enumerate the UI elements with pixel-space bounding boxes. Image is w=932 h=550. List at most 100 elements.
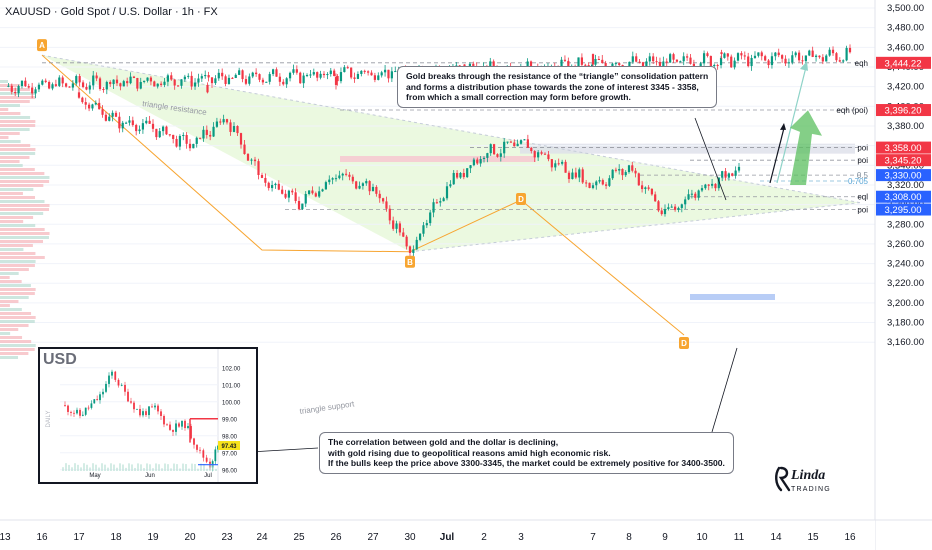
candle-body <box>234 74 237 78</box>
volume-bar <box>0 316 36 319</box>
price-label-tag: poi <box>857 156 868 165</box>
inset-y-tick: 98.00 <box>222 434 238 440</box>
candle-body <box>472 159 476 166</box>
candle-body <box>14 91 17 94</box>
candle-body <box>232 126 236 132</box>
candle-body <box>44 80 47 82</box>
candle-body <box>408 246 412 253</box>
volume-bar <box>0 112 21 115</box>
candle-body <box>168 134 171 136</box>
candle-body <box>195 137 198 144</box>
volume-bar <box>0 252 36 255</box>
volume-bar <box>0 116 31 119</box>
candle-body <box>160 83 163 85</box>
candle-body <box>380 72 383 76</box>
candle-body <box>814 55 818 57</box>
inset-volume-bar <box>95 464 97 471</box>
candle-body <box>808 50 811 56</box>
candle-body <box>360 70 363 74</box>
note-top-line-2: and forms a distribution phase towards t… <box>406 81 699 92</box>
volume-bar <box>0 80 8 83</box>
candle-body <box>554 163 557 168</box>
inset-candle-body <box>178 423 180 427</box>
inset-candle-body <box>187 426 189 429</box>
x-tick-label: 8 <box>626 532 632 543</box>
y-tick-label: 3,320.00 <box>887 180 924 191</box>
candle-body <box>429 212 432 224</box>
candle-body <box>675 59 679 62</box>
candle-body <box>231 77 234 79</box>
candle-body <box>503 141 506 154</box>
volume-bar <box>0 144 31 147</box>
y-tick-label: 3,460.00 <box>887 42 924 53</box>
candle-body <box>731 173 734 176</box>
candle-body <box>378 193 381 199</box>
candle-body <box>557 163 560 165</box>
inset-volume-bar <box>206 468 208 471</box>
volume-bar <box>0 136 9 139</box>
volume-bar <box>0 96 36 99</box>
triangle-resistance-line <box>41 54 861 204</box>
candle-body <box>156 83 159 87</box>
volume-bar <box>0 208 50 211</box>
volume-bar <box>0 120 36 123</box>
candle-body <box>402 232 405 237</box>
x-tick-label: 15 <box>807 532 819 543</box>
candle-body <box>37 84 41 90</box>
price-label-box <box>876 56 931 69</box>
candle-body <box>682 56 685 62</box>
volume-bar <box>0 292 35 295</box>
candle-body <box>519 140 523 144</box>
candle-body <box>581 169 584 183</box>
y-tick-label: 3,480.00 <box>887 23 924 34</box>
volume-bar <box>0 224 36 227</box>
inset-volume-bar <box>161 468 163 471</box>
candle-body <box>243 144 246 155</box>
inset-candle-body <box>130 401 132 403</box>
candle-body <box>246 154 250 161</box>
candle-body <box>225 119 229 123</box>
candle-body <box>720 52 723 55</box>
inset-volume-bar <box>179 468 181 471</box>
candle-body <box>598 180 601 182</box>
candle-body <box>496 154 499 157</box>
candle-body <box>338 175 341 179</box>
volume-bar <box>0 220 24 223</box>
candle-body <box>314 193 317 197</box>
candle-body <box>618 169 621 171</box>
candle-body <box>158 131 161 138</box>
inset-candle-body <box>169 424 171 430</box>
candle-body <box>348 174 351 177</box>
candle-body <box>135 125 138 132</box>
inset-volume-bar <box>98 467 100 471</box>
inset-volume-bar <box>137 463 139 471</box>
candle-body <box>258 74 261 80</box>
candle-body <box>51 84 54 89</box>
candle-body <box>71 83 74 88</box>
inset-x-tick: Jun <box>145 473 155 479</box>
candle-body <box>647 187 650 189</box>
volume-bar <box>0 240 44 243</box>
candle-body <box>307 190 311 194</box>
analysis-note-bottom: The correlation between gold and the dol… <box>319 432 734 474</box>
candle-body <box>750 57 753 67</box>
candle-body <box>188 143 192 149</box>
candle-body <box>7 85 10 87</box>
candle-body <box>618 63 621 66</box>
y-tick-label: 3,200.00 <box>887 298 924 309</box>
candle-body <box>153 81 156 87</box>
candle-body <box>432 202 435 213</box>
price-label-tag: poi <box>857 206 868 215</box>
x-tick-label: 18 <box>110 532 122 543</box>
inset-candle-body <box>202 450 205 458</box>
candle-body <box>209 134 212 137</box>
candle-body <box>124 122 128 124</box>
candle-body <box>455 65 458 67</box>
candle-body <box>139 81 142 89</box>
candle-body <box>383 69 387 73</box>
pattern-point-marker <box>516 193 526 205</box>
fib-label: 0.705 <box>848 177 869 186</box>
candle-body <box>373 75 376 80</box>
candle-body <box>222 119 225 123</box>
candle-body <box>662 61 665 68</box>
